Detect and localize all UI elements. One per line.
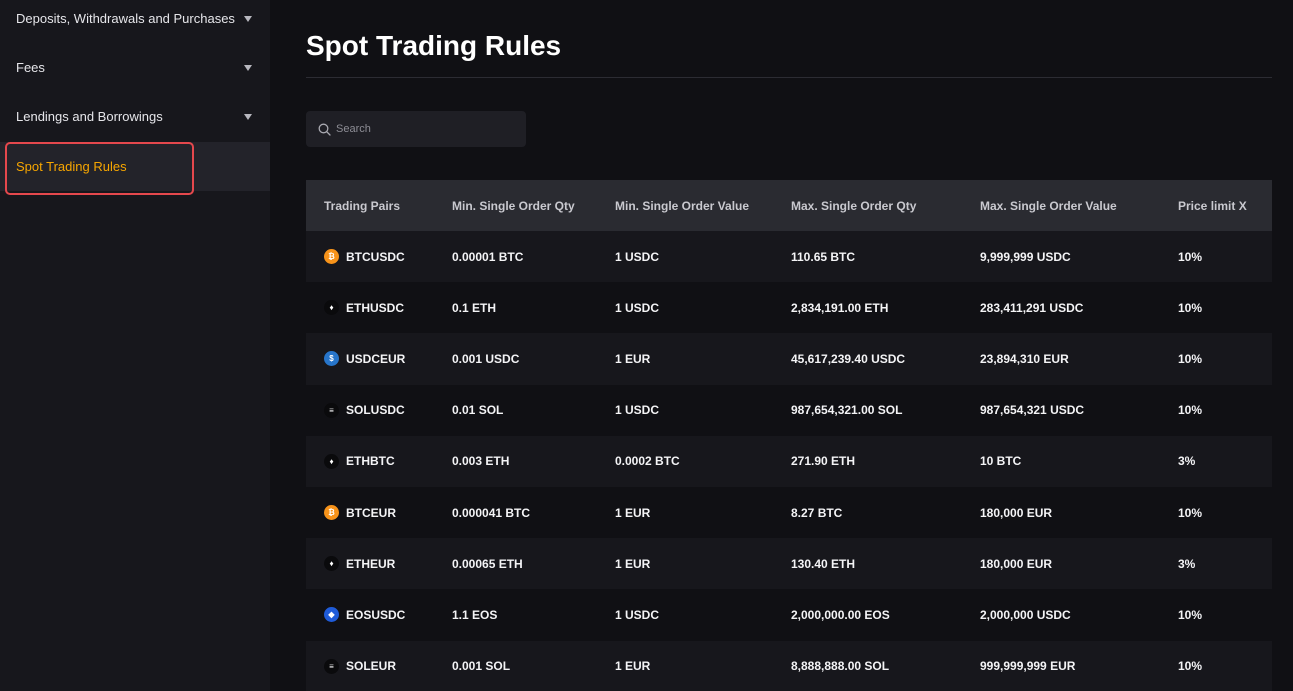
table-row: ◆ EOSUSDC 1.1 EOS 1 USDC 2,000,000.00 EOS… <box>306 589 1272 641</box>
min-order-qty: 0.003 ETH <box>452 454 510 469</box>
price-limit: 10% <box>1178 505 1203 520</box>
sol-icon: ≡ <box>324 658 339 674</box>
trading-pair: BTCUSDC <box>346 249 405 264</box>
trading-pair: BTCEUR <box>346 505 396 520</box>
min-order-value: 1 EUR <box>615 659 651 674</box>
price-limit: 10% <box>1178 607 1203 622</box>
max-order-value: 180,000 EUR <box>980 505 1053 520</box>
header-price-limit: Price limit X <box>1178 198 1247 213</box>
page-title: Spot Trading Rules <box>306 30 562 61</box>
min-order-value: 1 EUR <box>615 505 651 520</box>
table-row: ♦ ETHUSDC 0.1 ETH 1 USDC 2,834,191.00 ETH… <box>306 282 1272 334</box>
search-input[interactable] <box>336 123 516 135</box>
max-order-value: 999,999,999 EUR <box>980 659 1076 674</box>
header-min-order-value: Min. Single Order Value <box>615 198 750 213</box>
trading-pair: SOLUSDC <box>346 403 405 418</box>
chevron-down-icon <box>244 64 252 71</box>
trading-pair: ETHEUR <box>346 556 396 571</box>
header-trading-pairs: Trading Pairs <box>324 198 401 213</box>
main-content: Spot Trading Rules Trading Pairs Min. Si… <box>306 0 1272 691</box>
min-order-qty: 0.001 USDC <box>452 351 520 366</box>
trading-pair: ETHBTC <box>346 454 395 469</box>
trading-pair: SOLEUR <box>346 659 397 674</box>
sol-icon: ≡ <box>324 402 339 418</box>
price-limit: 10% <box>1178 249 1203 264</box>
max-order-qty: 8,888,888.00 SOL <box>791 659 890 674</box>
sidebar-item-label: Spot Trading Rules <box>16 159 127 174</box>
eos-icon: ◆ <box>324 607 339 623</box>
trading-pair: EOSUSDC <box>346 607 406 622</box>
sidebar: Deposits, Withdrawals and Purchases Fees… <box>0 0 270 691</box>
min-order-qty: 0.000041 BTC <box>452 505 531 520</box>
min-order-qty: 0.00001 BTC <box>452 249 524 264</box>
min-order-value: 0.0002 BTC <box>615 454 680 469</box>
table-row: $ USDCEUR 0.001 USDC 1 EUR 45,617,239.40 … <box>306 333 1272 385</box>
table-row: ₿ BTCUSDC 0.00001 BTC 1 USDC 110.65 BTC 9… <box>306 231 1272 283</box>
min-order-qty: 0.01 SOL <box>452 403 504 418</box>
btc-icon: ₿ <box>324 505 339 521</box>
sidebar-item-spot-trading-rules[interactable]: Spot Trading Rules <box>0 142 270 191</box>
min-order-qty: 0.1 ETH <box>452 300 497 315</box>
eth-icon: ♦ <box>324 556 339 572</box>
divider <box>306 77 1272 78</box>
selection-highlight <box>5 142 194 195</box>
price-limit: 3% <box>1178 454 1196 469</box>
min-order-qty: 0.001 SOL <box>452 659 511 674</box>
price-limit: 10% <box>1178 351 1203 366</box>
search-box[interactable] <box>306 111 526 147</box>
min-order-value: 1 USDC <box>615 607 660 622</box>
search-icon <box>318 123 331 136</box>
table-header: Trading Pairs Min. Single Order Qty Min.… <box>306 180 1272 231</box>
max-order-value: 23,894,310 EUR <box>980 351 1069 366</box>
min-order-qty: 1.1 EOS <box>452 607 498 622</box>
sidebar-item-label: Deposits, Withdrawals and Purchases <box>16 11 235 26</box>
chevron-down-icon <box>244 15 252 22</box>
table-row: ♦ ETHBTC 0.003 ETH 0.0002 BTC 271.90 ETH … <box>306 435 1272 487</box>
min-order-value: 1 USDC <box>615 249 660 264</box>
max-order-qty: 2,834,191.00 ETH <box>791 300 889 315</box>
max-order-value: 9,999,999 USDC <box>980 249 1071 264</box>
price-limit: 3% <box>1178 556 1196 571</box>
eth-icon: ♦ <box>324 453 339 469</box>
max-order-qty: 130.40 ETH <box>791 556 856 571</box>
usdc-icon: $ <box>324 351 339 367</box>
header-max-order-value: Max. Single Order Value <box>980 198 1117 213</box>
trading-pair: ETHUSDC <box>346 300 405 315</box>
header-min-order-qty: Min. Single Order Qty <box>452 198 575 213</box>
max-order-qty: 2,000,000.00 EOS <box>791 607 890 622</box>
btc-icon: ₿ <box>324 249 339 265</box>
max-order-qty: 45,617,239.40 USDC <box>791 351 906 366</box>
max-order-qty: 987,654,321.00 SOL <box>791 403 903 418</box>
price-limit: 10% <box>1178 300 1203 315</box>
min-order-value: 1 USDC <box>615 403 660 418</box>
min-order-qty: 0.00065 ETH <box>452 556 523 571</box>
table-row: ₿ BTCEUR 0.000041 BTC 1 EUR 8.27 BTC 180,… <box>306 486 1272 539</box>
min-order-value: 1 USDC <box>615 300 660 315</box>
sidebar-item-label: Fees <box>16 60 45 75</box>
max-order-qty: 8.27 BTC <box>791 505 843 520</box>
table-row: ♦ ETHEUR 0.00065 ETH 1 EUR 130.40 ETH 180… <box>306 538 1272 590</box>
max-order-value: 283,411,291 USDC <box>980 300 1084 315</box>
max-order-value: 987,654,321 USDC <box>980 403 1085 418</box>
eth-icon: ♦ <box>324 300 339 316</box>
min-order-value: 1 EUR <box>615 351 651 366</box>
max-order-value: 180,000 EUR <box>980 556 1053 571</box>
chevron-down-icon <box>244 113 252 120</box>
sidebar-item-label: Lendings and Borrowings <box>16 109 163 124</box>
sidebar-item-fees[interactable]: Fees <box>0 43 270 92</box>
max-order-qty: 271.90 ETH <box>791 454 856 469</box>
sidebar-item-deposits[interactable]: Deposits, Withdrawals and Purchases <box>0 0 270 43</box>
price-limit: 10% <box>1178 403 1203 418</box>
trading-pair: USDCEUR <box>346 351 406 366</box>
max-order-qty: 110.65 BTC <box>791 249 856 264</box>
price-limit: 10% <box>1178 659 1203 674</box>
max-order-value: 2,000,000 USDC <box>980 607 1071 622</box>
max-order-value: 10 BTC <box>980 454 1022 469</box>
table-row: ≡ SOLEUR 0.001 SOL 1 EUR 8,888,888.00 SOL… <box>306 640 1272 691</box>
min-order-value: 1 EUR <box>615 556 651 571</box>
header-max-order-qty: Max. Single Order Qty <box>791 198 917 213</box>
table-row: ≡ SOLUSDC 0.01 SOL 1 USDC 987,654,321.00 … <box>306 384 1272 436</box>
sidebar-item-lendings[interactable]: Lendings and Borrowings <box>0 92 270 141</box>
trading-rules-table: Trading Pairs Min. Single Order Qty Min.… <box>306 180 1272 691</box>
